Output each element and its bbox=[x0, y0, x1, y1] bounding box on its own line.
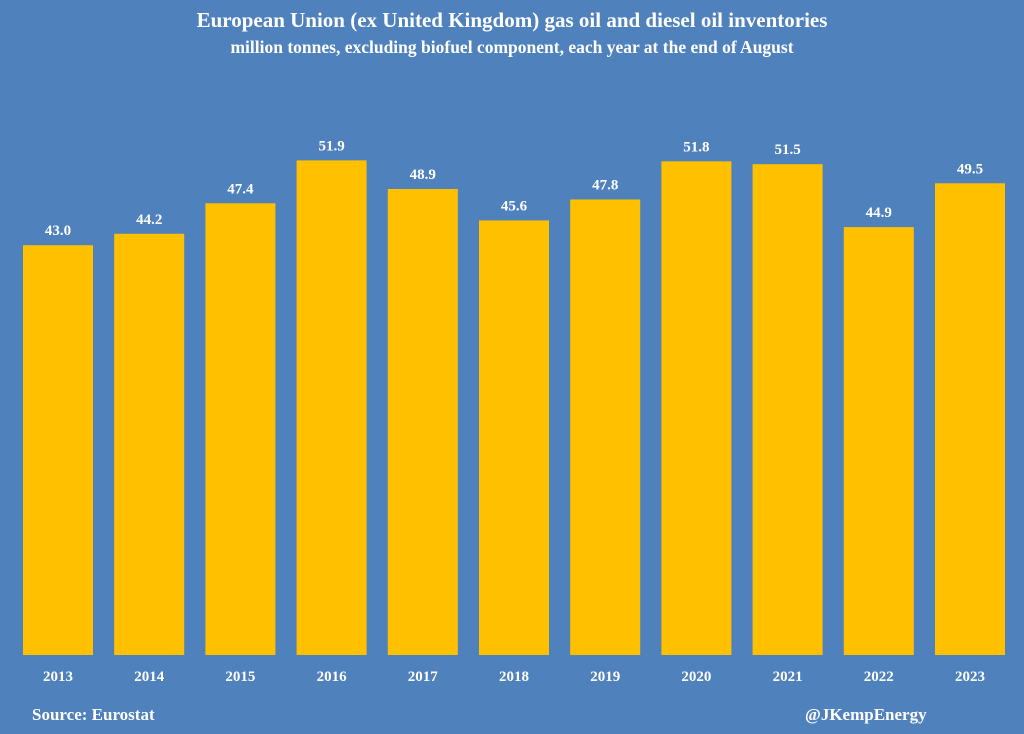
x-tick-label: 2013 bbox=[43, 669, 73, 685]
bar-2016 bbox=[296, 160, 367, 655]
chart-title: European Union (ex United Kingdom) gas o… bbox=[196, 8, 828, 32]
bar-2013 bbox=[23, 245, 93, 655]
bar-2017 bbox=[387, 188, 458, 655]
x-tick-label: 2023 bbox=[955, 669, 985, 685]
x-tick-label: 2017 bbox=[408, 669, 439, 685]
bar-2021 bbox=[752, 164, 823, 655]
x-tick-label: 2021 bbox=[773, 669, 803, 685]
data-label: 44.9 bbox=[866, 205, 892, 221]
data-label: 51.5 bbox=[774, 142, 800, 158]
x-tick-label: 2022 bbox=[864, 669, 894, 685]
source-note: Source: Eurostat bbox=[32, 705, 155, 724]
chart-subtitle: million tonnes, excluding biofuel compon… bbox=[230, 37, 794, 57]
x-tick-label: 2018 bbox=[499, 669, 529, 685]
data-label: 47.8 bbox=[592, 177, 618, 193]
data-label: 48.9 bbox=[410, 167, 436, 183]
bar-2014 bbox=[114, 233, 185, 656]
bar-2023 bbox=[935, 183, 1005, 655]
data-label: 47.4 bbox=[227, 181, 254, 197]
bar-2018 bbox=[479, 220, 549, 655]
bar-2015 bbox=[205, 203, 276, 655]
data-label: 49.5 bbox=[957, 161, 983, 177]
bar-2022 bbox=[843, 227, 914, 655]
x-tick-label: 2016 bbox=[317, 669, 348, 685]
x-tick-label: 2015 bbox=[225, 669, 255, 685]
data-label: 45.6 bbox=[501, 198, 528, 214]
bar-2020 bbox=[661, 161, 732, 655]
x-tick-label: 2019 bbox=[590, 669, 620, 685]
data-label: 44.2 bbox=[136, 212, 162, 228]
data-label: 43.0 bbox=[45, 223, 71, 239]
bar-2019 bbox=[570, 199, 641, 655]
x-tick-label: 2020 bbox=[681, 669, 711, 685]
data-label: 51.8 bbox=[683, 139, 709, 155]
author-credit: @JKempEnergy bbox=[805, 705, 927, 724]
x-tick-label: 2014 bbox=[134, 669, 165, 685]
data-label: 51.9 bbox=[318, 138, 344, 154]
